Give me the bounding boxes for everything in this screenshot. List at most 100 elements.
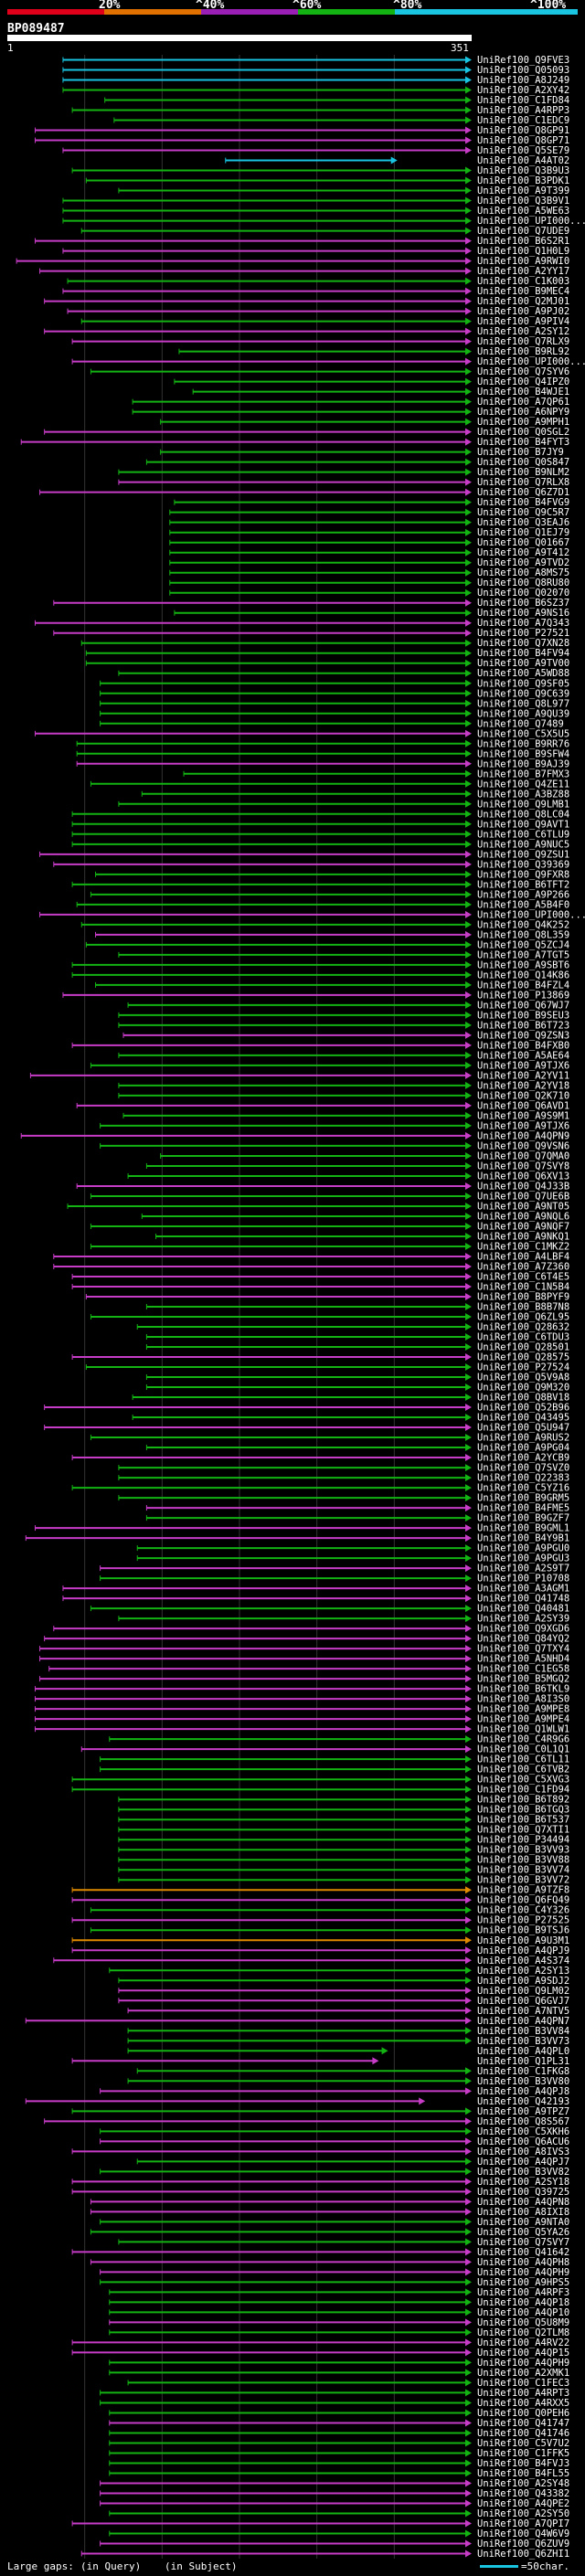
hit-label[interactable]: UniRef100_A7QPI7 [477,2518,569,2529]
hit-label[interactable]: UniRef100_A5NHD4 [477,1654,569,1665]
hit-label[interactable]: UniRef100_A4QPN7 [477,2016,569,2027]
hit-label[interactable]: UniRef100_C6TVB2 [477,1765,569,1776]
hit-label[interactable]: UniRef100_Q6ACU6 [477,2136,569,2147]
hit-label[interactable]: UniRef100_Q02070 [477,588,569,599]
hit-label[interactable]: UniRef100_A9TZF8 [477,1885,569,1896]
hit-label[interactable]: UniRef100_A4QPJ9 [477,1945,569,1956]
hit-label[interactable]: UniRef100_Q1PL31 [477,2056,569,2067]
hit-label[interactable]: UniRef100_B9SFW4 [477,748,569,759]
hit-label[interactable]: UniRef100_B4FZL4 [477,980,569,991]
hit-label[interactable]: UniRef100_C1K003 [477,276,569,287]
hit-label[interactable]: UniRef100_A9NUC5 [477,839,569,850]
hit-label[interactable]: UniRef100_A4RPT3 [477,2388,569,2399]
hit-label[interactable]: UniRef100_B6T537 [477,1815,569,1826]
hit-label[interactable]: UniRef100_UPI000... [477,356,585,367]
hit-label[interactable]: UniRef100_A5WD88 [477,668,569,679]
hit-label[interactable]: UniRef100_A4LBF4 [477,1251,569,1262]
hit-label[interactable]: UniRef100_A3AGM1 [477,1584,569,1595]
hit-label[interactable]: UniRef100_Q5SE79 [477,145,569,156]
hit-label[interactable]: UniRef100_Q6FQ49 [477,1895,569,1906]
hit-label[interactable]: UniRef100_Q67WJ7 [477,1000,569,1011]
hit-label[interactable]: UniRef100_Q5ZCJ4 [477,939,569,950]
hit-label[interactable]: UniRef100_A9P266 [477,889,569,900]
hit-label[interactable]: UniRef100_A9PGU3 [477,1553,569,1564]
hit-label[interactable]: UniRef100_Q4ZE11 [477,779,569,790]
hit-label[interactable]: UniRef100_A2YCB9 [477,1453,569,1464]
hit-label[interactable]: UniRef100_B4FME5 [477,1503,569,1514]
hit-label[interactable]: UniRef100_B5MGQ2 [477,1674,569,1685]
hit-label[interactable]: UniRef100_Q0S847 [477,457,569,468]
hit-label[interactable]: UniRef100_A4QPH8 [477,2257,569,2268]
hit-label[interactable]: UniRef100_B8B7N8 [477,1302,569,1313]
hit-label[interactable]: UniRef100_A9NT05 [477,1201,569,1212]
hit-label[interactable]: UniRef100_B6SZ37 [477,598,569,609]
hit-label[interactable]: UniRef100_Q6Z7D1 [477,487,569,498]
hit-label[interactable]: UniRef100_A9PG04 [477,1443,569,1454]
hit-label[interactable]: UniRef100_Q7XN28 [477,638,569,649]
hit-label[interactable]: UniRef100_UPI000... [477,909,585,920]
hit-label[interactable]: UniRef100_A2SY12 [477,326,569,337]
hit-label[interactable]: UniRef100_Q8L977 [477,698,569,709]
hit-label[interactable]: UniRef100_Q9ZSN3 [477,1030,569,1041]
hit-label[interactable]: UniRef100_C1EDC9 [477,115,569,126]
hit-label[interactable]: UniRef100_Q8GP91 [477,125,569,136]
hit-label[interactable]: UniRef100_Q9FXR8 [477,869,569,880]
hit-label[interactable]: UniRef100_A8IXI8 [477,2207,569,2218]
hit-label[interactable]: UniRef100_Q8GP71 [477,135,569,146]
hit-label[interactable]: UniRef100_C5X5U5 [477,728,569,739]
hit-label[interactable]: UniRef100_B6TFT2 [477,879,569,890]
hit-label[interactable]: UniRef100_Q7UE6B [477,1191,569,1202]
hit-label[interactable]: UniRef100_B9GML1 [477,1523,569,1534]
hit-label[interactable]: UniRef100_Q0SGL2 [477,427,569,438]
hit-label[interactable]: UniRef100_Q4K252 [477,919,569,930]
hit-label[interactable]: UniRef100_B3PDK1 [477,175,569,186]
hit-label[interactable]: UniRef100_Q1EJ79 [477,527,569,538]
hit-label[interactable]: UniRef100_Q5V9A8 [477,1373,569,1383]
hit-label[interactable]: UniRef100_Q84YQ2 [477,1634,569,1645]
hit-label[interactable]: UniRef100_A9TV00 [477,658,569,669]
hit-label[interactable]: UniRef100_C1MKZ2 [477,1241,569,1252]
hit-label[interactable]: UniRef100_Q9LMB1 [477,799,569,810]
hit-label[interactable]: UniRef100_Q9FVE3 [477,55,569,66]
hit-label[interactable]: UniRef100_Q28632 [477,1322,569,1333]
hit-label[interactable]: UniRef100_A8IVS3 [477,2147,569,2157]
hit-label[interactable]: UniRef100_B9NLM2 [477,467,569,478]
hit-label[interactable]: UniRef100_A9TPZ7 [477,2106,569,2117]
hit-label[interactable]: UniRef100_A4QPN8 [477,2197,569,2208]
hit-label[interactable]: UniRef100_C6TL11 [477,1754,569,1765]
hit-label[interactable]: UniRef100_Q7SYV6 [477,366,569,377]
hit-label[interactable]: UniRef100_Q52B96 [477,1403,569,1414]
hit-label[interactable]: UniRef100_C1FD94 [477,1785,569,1796]
hit-label[interactable]: UniRef100_Q7TXY4 [477,1644,569,1655]
hit-label[interactable]: UniRef100_B6S2R1 [477,236,569,247]
hit-label[interactable]: UniRef100_Q7SVY7 [477,2237,569,2248]
hit-label[interactable]: UniRef100_A9MPH1 [477,417,569,428]
hit-label[interactable]: UniRef100_A4RPF3 [477,2287,569,2298]
hit-label[interactable]: UniRef100_B3VV88 [477,1855,569,1866]
hit-label[interactable]: UniRef100_C1EG58 [477,1664,569,1675]
hit-label[interactable]: UniRef100_Q39369 [477,859,569,870]
hit-label[interactable]: UniRef100_A2SY39 [477,1614,569,1625]
hit-label[interactable]: UniRef100_Q14K86 [477,970,569,981]
hit-label[interactable]: UniRef100_Q7UDE9 [477,226,569,237]
hit-label[interactable]: UniRef100_A7NTV5 [477,2006,569,2017]
hit-label[interactable]: UniRef100_Q9C5R7 [477,507,569,518]
hit-label[interactable]: UniRef100_Q41748 [477,1594,569,1605]
hit-label[interactable]: UniRef100_A9MPE8 [477,1704,569,1715]
hit-label[interactable]: UniRef100_A8I3S0 [477,1694,569,1705]
hit-label[interactable]: UniRef100_A2YY17 [477,266,569,277]
hit-label[interactable]: UniRef100_Q2TLM8 [477,2327,569,2338]
hit-label[interactable]: UniRef100_Q4IPZ0 [477,376,569,387]
hit-label[interactable]: UniRef100_B8PYF9 [477,1291,569,1302]
hit-label[interactable]: UniRef100_Q8BV18 [477,1393,569,1404]
hit-label[interactable]: UniRef100_A2SY50 [477,2508,569,2519]
hit-label[interactable]: UniRef100_Q6XV13 [477,1171,569,1182]
hit-label[interactable]: UniRef100_A3BZ88 [477,789,569,800]
hit-label[interactable]: UniRef100_Q40481 [477,1604,569,1615]
hit-label[interactable]: UniRef100_Q8L359 [477,929,569,940]
hit-label[interactable]: UniRef100_A2XMK1 [477,2368,569,2379]
hit-label[interactable]: UniRef100_B4Y9B1 [477,1533,569,1544]
hit-label[interactable]: UniRef100_Q0PEH6 [477,2408,569,2419]
hit-label[interactable]: UniRef100_B3VV93 [477,1845,569,1856]
hit-label[interactable]: UniRef100_B9GRM5 [477,1493,569,1504]
